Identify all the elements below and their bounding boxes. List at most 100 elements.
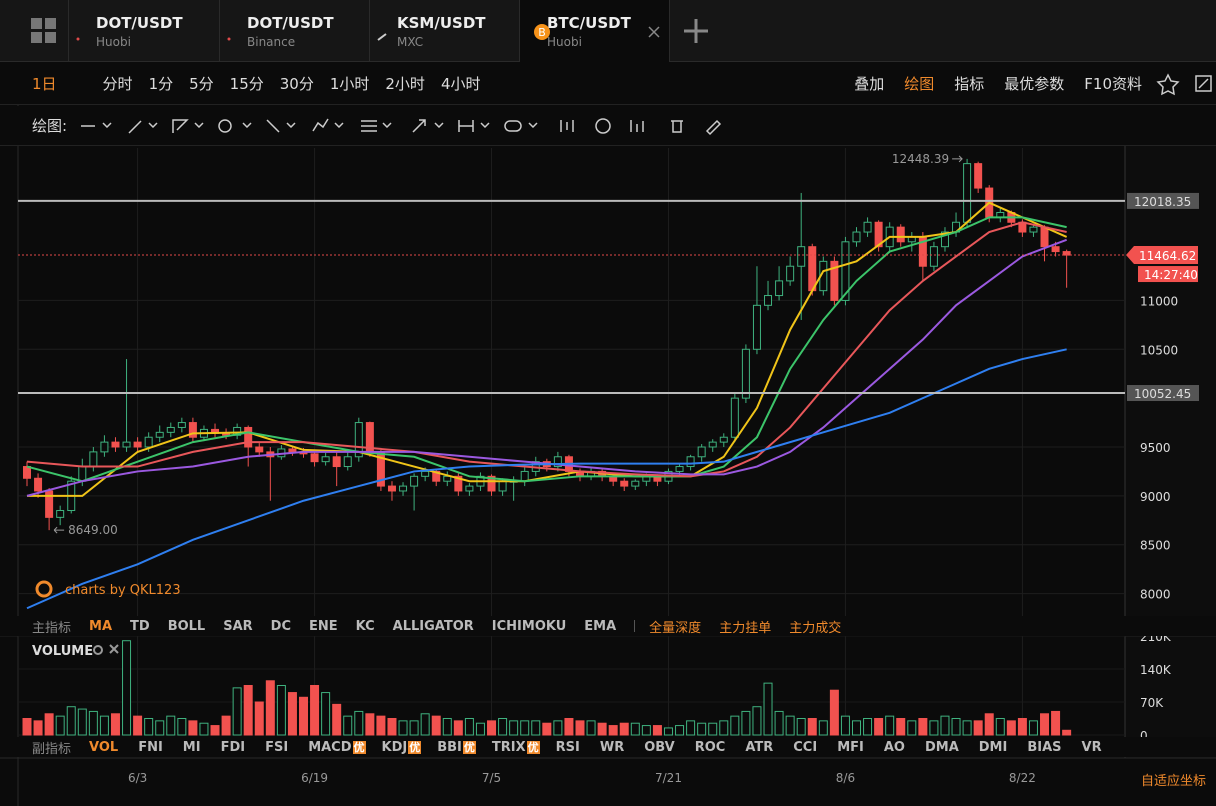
indicator[interactable]: KC (355, 618, 375, 634)
volume-bar (498, 718, 508, 736)
volume-bar (829, 689, 839, 736)
indicator[interactable]: EMA (584, 618, 617, 634)
interval[interactable]: 2小时 (385, 75, 425, 93)
indicator[interactable]: DMA (925, 740, 959, 755)
settings-icon[interactable] (93, 645, 103, 655)
interval[interactable]: 15分 (229, 75, 264, 93)
indicator[interactable]: DMI (979, 740, 1008, 755)
indicator[interactable]: AO (884, 740, 905, 755)
volume-bar (199, 722, 209, 736)
volume-bar (88, 710, 98, 736)
indicator[interactable]: TD (130, 618, 150, 634)
indicator[interactable]: DC (270, 618, 291, 634)
tool[interactable]: 绘图 (904, 75, 935, 93)
volume-bar (874, 718, 884, 736)
auto-scale[interactable]: 自适应坐标 (1140, 774, 1206, 789)
candle-body (100, 441, 109, 453)
candle-body (155, 431, 164, 438)
separator (634, 620, 636, 632)
interval[interactable]: 30分 (279, 75, 314, 93)
indicator[interactable]: ALLIGATOR (392, 618, 474, 634)
candle-body (343, 456, 352, 468)
candle-body (34, 477, 43, 492)
tab-close[interactable] (647, 25, 661, 39)
candle-body (520, 470, 529, 482)
indicator[interactable]: ATR (745, 740, 773, 755)
volume-bar (44, 713, 54, 736)
volume-bar (630, 722, 640, 736)
indicator[interactable]: FDI (221, 740, 246, 755)
indicator[interactable]: MA (89, 618, 113, 634)
indicator[interactable]: VR (1082, 740, 1102, 755)
tool[interactable]: 指标 (954, 75, 985, 93)
tab-pair: DOT/USDT (247, 13, 334, 32)
close-icon[interactable] (109, 644, 119, 654)
indicator[interactable]: ENE (309, 618, 338, 634)
tool[interactable]: F10资料 (1084, 75, 1142, 93)
indicator-name: VR (1081, 739, 1102, 755)
y-tick-label: 11000 (1140, 294, 1178, 308)
indicator[interactable]: FNI (138, 740, 163, 755)
volume-bar (299, 696, 308, 736)
indicator[interactable]: VOL (89, 740, 118, 755)
volume-bar (487, 720, 497, 736)
indicator[interactable]: KDJ 优 (382, 739, 422, 755)
menu-icon[interactable] (31, 18, 57, 44)
volume-bar (586, 720, 596, 736)
indicator[interactable]: MFI (837, 740, 864, 755)
indicator[interactable]: ICHIMOKU (491, 618, 567, 634)
indicator[interactable]: RSI (556, 740, 580, 755)
x-tick-label: 8/22 (1009, 771, 1036, 785)
sub-indicator-bar: 副指标 VOL FNI MI FDI FSI MACD 优 KDJ 优 BBI 优 TRIX 优 RSI WR… (0, 737, 1216, 757)
interval[interactable]: 分时 (102, 75, 133, 93)
tab[interactable]: BTC/USDT Huobi B (520, 0, 670, 62)
volume-bar (896, 718, 906, 736)
indicator-label: 主指标 (32, 620, 72, 636)
indicator[interactable]: SAR (223, 618, 253, 634)
interval[interactable]: 1日 (32, 75, 57, 93)
volume-bar (431, 715, 441, 736)
volume-bar (33, 720, 43, 736)
candle-body (332, 456, 341, 468)
indicator-extra[interactable]: 全量深度 (649, 620, 702, 636)
indicator[interactable]: WR (600, 740, 624, 755)
add-tab[interactable] (670, 0, 722, 62)
indicator[interactable]: ROC (695, 740, 726, 755)
indicator[interactable]: CCI (793, 740, 817, 755)
volume-bar (531, 720, 541, 736)
indicator[interactable]: OBV (644, 740, 675, 755)
volume-bar (509, 720, 519, 736)
indicator[interactable]: BIAS (1027, 740, 1061, 755)
tool[interactable]: 叠加 (854, 75, 885, 93)
drawing-tools[interactable] (67, 111, 747, 141)
candle-body (321, 456, 330, 463)
interval[interactable]: 1小时 (329, 75, 370, 93)
indicator[interactable]: TRIX 优 (492, 739, 540, 755)
indicator[interactable]: BOLL (167, 618, 206, 634)
indicator[interactable]: MACD 优 (308, 739, 366, 755)
indicator-extra[interactable]: 主力挂单 (719, 620, 772, 636)
indicator[interactable]: BBI 优 (437, 739, 476, 755)
tab-icon (76, 37, 80, 40)
star-fullscreen-icons[interactable] (1156, 72, 1216, 96)
volume-bar (608, 725, 618, 736)
volume-bar (1051, 710, 1061, 736)
indicator[interactable]: FSI (265, 740, 288, 755)
interval[interactable]: 1分 (148, 75, 174, 93)
tool[interactable]: 最优参数 (1004, 75, 1065, 93)
interval[interactable]: 5分 (189, 75, 214, 93)
svg-text:B: B (538, 26, 546, 39)
volume-bar (99, 715, 109, 736)
tab-exchange: MXC (397, 34, 424, 49)
tab[interactable]: DOT/USDT Huobi (68, 0, 220, 62)
tab[interactable]: KSM/USDT MXC (370, 0, 520, 62)
volume-bar (564, 718, 574, 736)
interval[interactable]: 4小时 (440, 75, 481, 93)
min-annotation: 8649.00 (68, 523, 118, 537)
indicator[interactable]: MI (183, 740, 201, 755)
watermark-logo (35, 580, 53, 598)
indicator-extra[interactable]: 主力成交 (789, 620, 842, 636)
tab[interactable]: DOT/USDT Binance (220, 0, 370, 62)
candle-body (775, 280, 784, 297)
